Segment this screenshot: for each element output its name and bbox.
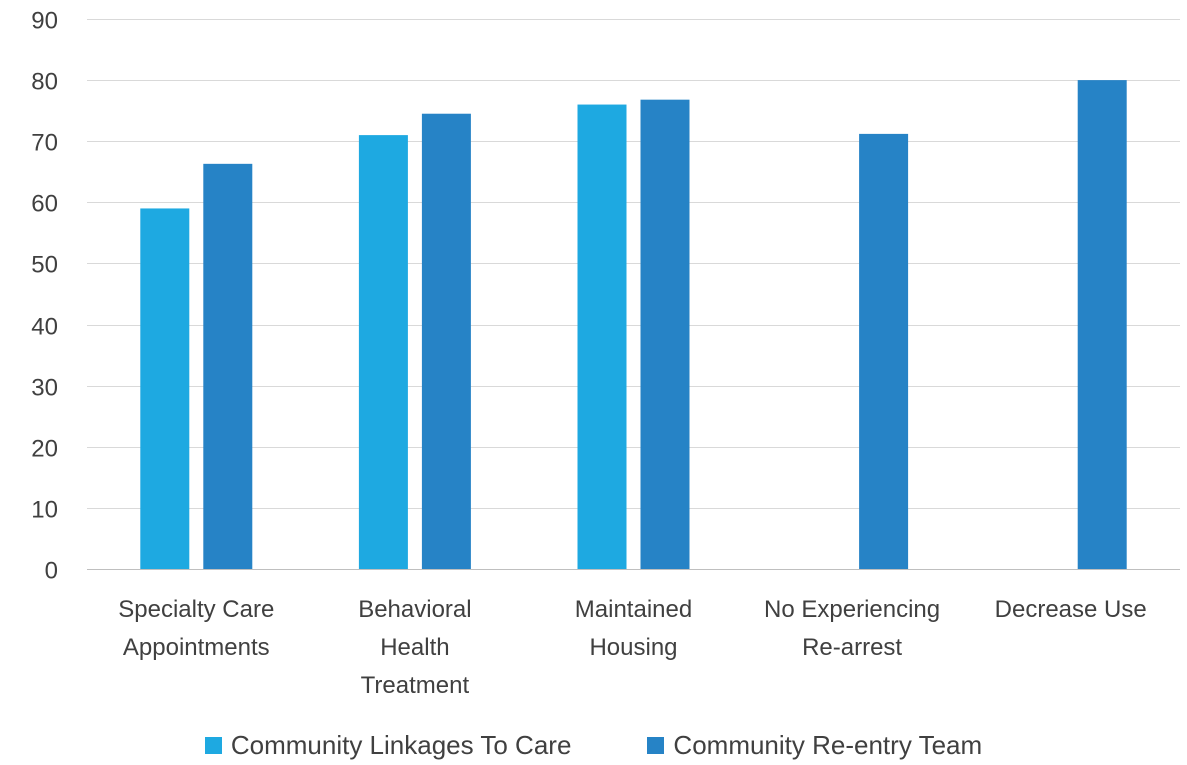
y-tick-label: 50	[31, 252, 58, 279]
y-tick-label: 70	[31, 130, 58, 157]
bar-series-2-cat-5	[1077, 80, 1127, 569]
y-tick-label: 10	[31, 497, 58, 524]
legend-swatch-series-2	[647, 737, 665, 754]
y-tick-label: 80	[31, 69, 58, 96]
legend-item-series-1: Community Linkages To Care	[204, 730, 572, 761]
bar-series-2-cat-3	[640, 99, 690, 570]
bar-chart: 0 10 20 30 40 50 60 70 80 90 Specialty Care Appoint…	[31, 8, 1180, 699]
y-tick-label: 60	[31, 191, 58, 218]
y-tick-label: 20	[31, 436, 58, 463]
bar-series-2-cat-1	[203, 163, 253, 570]
bar-series-1-cat-2	[358, 135, 408, 569]
legend: Community Linkages To Care Community Re-…	[0, 730, 1187, 761]
legend-swatch-series-1	[204, 737, 222, 754]
bar-series-1-cat-3	[577, 104, 627, 570]
x-category-label: Behavioral Health Treatment	[358, 596, 471, 699]
x-category-label: Specialty Care Appointments	[118, 596, 274, 661]
y-tick-label: 40	[31, 314, 58, 341]
x-category-label: Decrease Use	[995, 596, 1147, 623]
bar-series-2-cat-2	[421, 113, 471, 569]
bar-series-1-cat-1	[140, 208, 190, 569]
legend-label-series-2: Community Re-entry Team	[673, 730, 983, 760]
y-tick-label: 30	[31, 375, 58, 402]
bar-series-2-cat-4	[859, 133, 909, 569]
y-tick-label: 0	[45, 558, 58, 585]
legend-label-series-1: Community Linkages To Care	[230, 730, 572, 760]
legend-item-series-2: Community Re-entry Team	[647, 730, 982, 761]
x-category-label: No Experiencing Re-arrest	[764, 596, 940, 661]
x-category-label: Maintained Housing	[575, 596, 692, 661]
y-tick-label: 90	[31, 8, 58, 35]
